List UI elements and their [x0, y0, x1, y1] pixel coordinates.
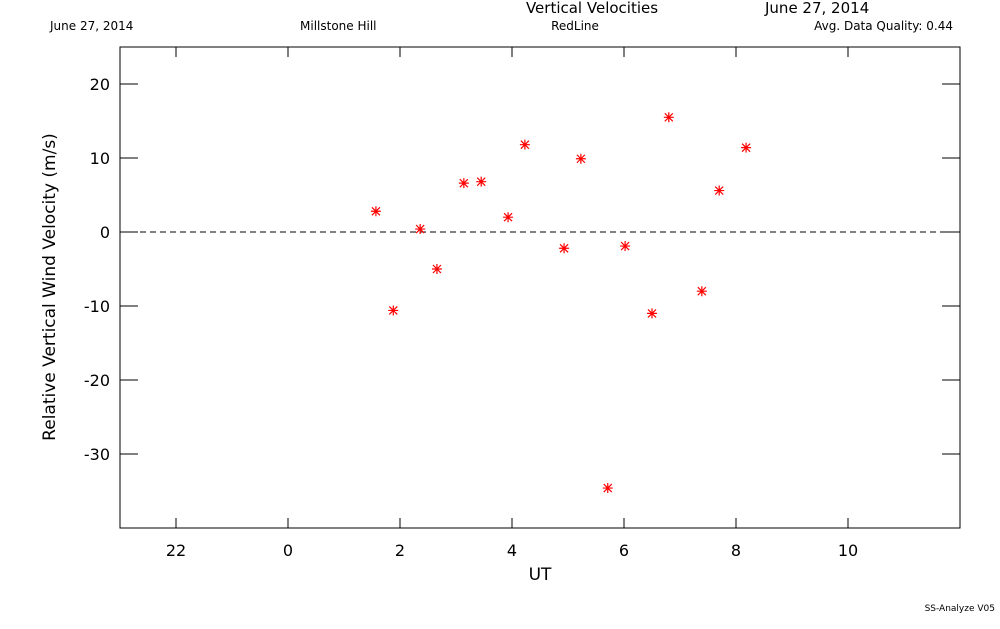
y-tick-label: 20 [90, 75, 110, 94]
data-point [663, 112, 674, 123]
data-point [503, 212, 514, 223]
date-right: June 27, 2014 [764, 0, 869, 17]
y-axis-label: Relative Vertical Wind Velocity (m/s) [40, 133, 60, 441]
data-point [415, 224, 426, 235]
data-point [476, 176, 487, 187]
data-point [370, 206, 381, 217]
x-tick-label: 8 [731, 541, 741, 560]
data-point [559, 243, 570, 254]
chart-title: Vertical Velocities [526, 0, 658, 17]
x-tick-label: 10 [838, 541, 858, 560]
y-tick-label: -10 [84, 297, 110, 316]
site: Millstone Hill [300, 19, 376, 33]
y-tick-label: -30 [84, 445, 110, 464]
x-tick-label: 22 [166, 541, 186, 560]
data-point [388, 305, 399, 316]
quality: Avg. Data Quality: 0.44 [814, 19, 953, 33]
y-tick-label: 10 [90, 149, 110, 168]
data-point [647, 308, 657, 319]
y-tick-label: -20 [84, 371, 110, 390]
x-tick-label: 4 [507, 541, 517, 560]
data-point [458, 178, 469, 189]
x-tick-label: 0 [283, 541, 293, 560]
data-point [602, 483, 613, 494]
x-tick-label: 2 [395, 541, 405, 560]
filter: RedLine [551, 19, 599, 33]
data-point [741, 142, 752, 153]
x-axis-label: UT [529, 565, 552, 585]
data-point [431, 264, 442, 274]
data-point [696, 286, 707, 297]
data-point [575, 153, 586, 164]
footer: SS-Analyze V05 [925, 604, 995, 614]
date-left: June 27, 2014 [49, 19, 133, 33]
x-tick-label: 6 [619, 541, 629, 560]
y-tick-label: 0 [100, 223, 110, 242]
data-point [519, 139, 530, 150]
plot-frame [119, 46, 961, 529]
data-point [620, 241, 631, 252]
data-point [714, 185, 725, 196]
